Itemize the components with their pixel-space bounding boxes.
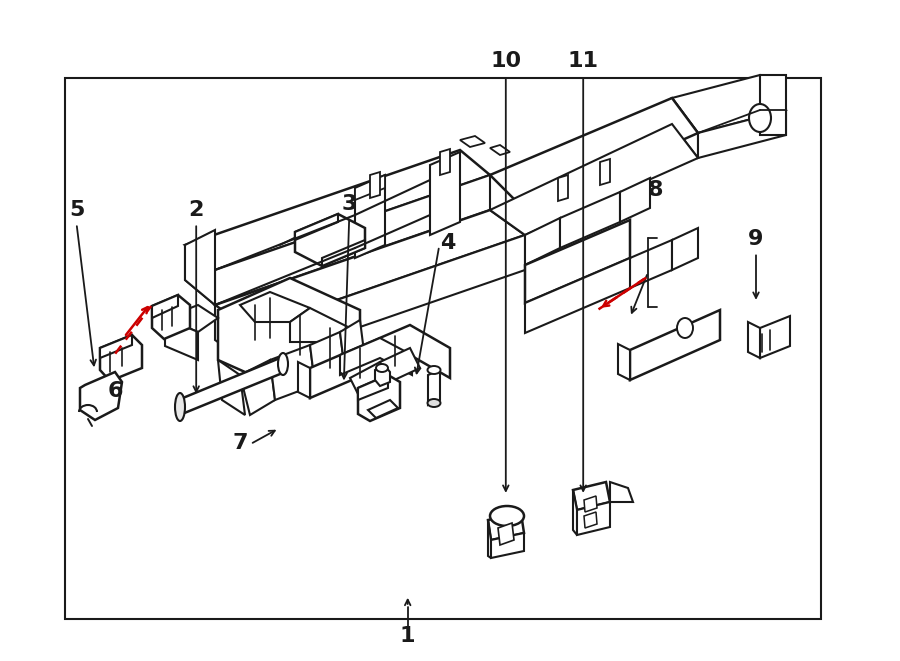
Polygon shape xyxy=(380,348,420,382)
Polygon shape xyxy=(440,149,450,175)
Polygon shape xyxy=(218,360,245,415)
Polygon shape xyxy=(215,210,525,330)
Polygon shape xyxy=(185,150,490,270)
Ellipse shape xyxy=(278,353,288,375)
Polygon shape xyxy=(630,240,672,288)
Polygon shape xyxy=(525,258,630,333)
Polygon shape xyxy=(672,75,786,133)
Text: 3: 3 xyxy=(341,194,357,214)
Text: 9: 9 xyxy=(748,229,764,249)
Polygon shape xyxy=(760,75,786,135)
Text: 4: 4 xyxy=(440,233,456,253)
Polygon shape xyxy=(573,490,577,535)
Polygon shape xyxy=(620,178,650,222)
Polygon shape xyxy=(375,366,390,386)
Polygon shape xyxy=(178,358,285,414)
Polygon shape xyxy=(672,228,698,270)
Polygon shape xyxy=(295,214,338,240)
Ellipse shape xyxy=(428,399,440,407)
Polygon shape xyxy=(290,308,350,342)
Polygon shape xyxy=(358,375,388,400)
Polygon shape xyxy=(218,278,360,392)
Polygon shape xyxy=(340,320,365,372)
Polygon shape xyxy=(610,482,633,502)
Ellipse shape xyxy=(376,364,388,372)
Polygon shape xyxy=(185,245,215,305)
Polygon shape xyxy=(760,316,790,358)
Polygon shape xyxy=(600,159,610,185)
Text: 1: 1 xyxy=(400,626,416,646)
Ellipse shape xyxy=(175,393,185,421)
Polygon shape xyxy=(368,400,398,418)
Polygon shape xyxy=(498,523,514,545)
Polygon shape xyxy=(298,362,310,398)
Polygon shape xyxy=(350,362,390,398)
Polygon shape xyxy=(584,496,597,512)
Polygon shape xyxy=(165,305,218,332)
Polygon shape xyxy=(748,322,760,358)
Polygon shape xyxy=(100,335,142,381)
Ellipse shape xyxy=(749,104,771,132)
Polygon shape xyxy=(672,98,698,158)
Polygon shape xyxy=(488,520,491,558)
Polygon shape xyxy=(618,344,630,380)
Polygon shape xyxy=(355,175,385,200)
Polygon shape xyxy=(358,375,400,421)
Text: 11: 11 xyxy=(568,52,598,71)
Text: 5: 5 xyxy=(68,200,85,220)
Polygon shape xyxy=(340,338,412,375)
Ellipse shape xyxy=(428,366,440,374)
Polygon shape xyxy=(80,372,122,420)
Polygon shape xyxy=(215,305,250,365)
Text: 6: 6 xyxy=(107,381,123,401)
Polygon shape xyxy=(430,152,460,235)
Polygon shape xyxy=(100,335,132,358)
Polygon shape xyxy=(525,220,630,303)
Polygon shape xyxy=(460,136,485,147)
Polygon shape xyxy=(152,295,178,318)
Polygon shape xyxy=(370,172,380,198)
Polygon shape xyxy=(322,240,365,266)
Text: 8: 8 xyxy=(647,180,663,200)
Polygon shape xyxy=(630,310,720,380)
Ellipse shape xyxy=(490,506,524,526)
Polygon shape xyxy=(577,502,610,535)
Polygon shape xyxy=(240,360,275,415)
Polygon shape xyxy=(490,145,510,155)
Text: 10: 10 xyxy=(491,52,521,71)
Polygon shape xyxy=(490,98,698,210)
Polygon shape xyxy=(488,513,524,540)
Polygon shape xyxy=(560,192,620,248)
Polygon shape xyxy=(165,318,198,360)
Polygon shape xyxy=(250,235,525,365)
Polygon shape xyxy=(525,218,560,265)
Bar xyxy=(65,78,821,619)
Polygon shape xyxy=(355,175,385,258)
Text: 2: 2 xyxy=(188,200,204,220)
Polygon shape xyxy=(310,325,450,398)
Polygon shape xyxy=(428,370,440,405)
Polygon shape xyxy=(310,332,345,385)
Polygon shape xyxy=(698,110,786,158)
Polygon shape xyxy=(185,230,215,305)
Polygon shape xyxy=(558,175,568,201)
Polygon shape xyxy=(491,533,524,558)
Polygon shape xyxy=(584,512,597,528)
Ellipse shape xyxy=(677,318,693,338)
Polygon shape xyxy=(573,482,610,510)
Polygon shape xyxy=(270,345,315,400)
Text: 7: 7 xyxy=(232,433,248,453)
Polygon shape xyxy=(240,292,310,322)
Polygon shape xyxy=(490,124,698,235)
Polygon shape xyxy=(152,295,190,339)
Polygon shape xyxy=(215,175,490,305)
Polygon shape xyxy=(295,214,365,266)
